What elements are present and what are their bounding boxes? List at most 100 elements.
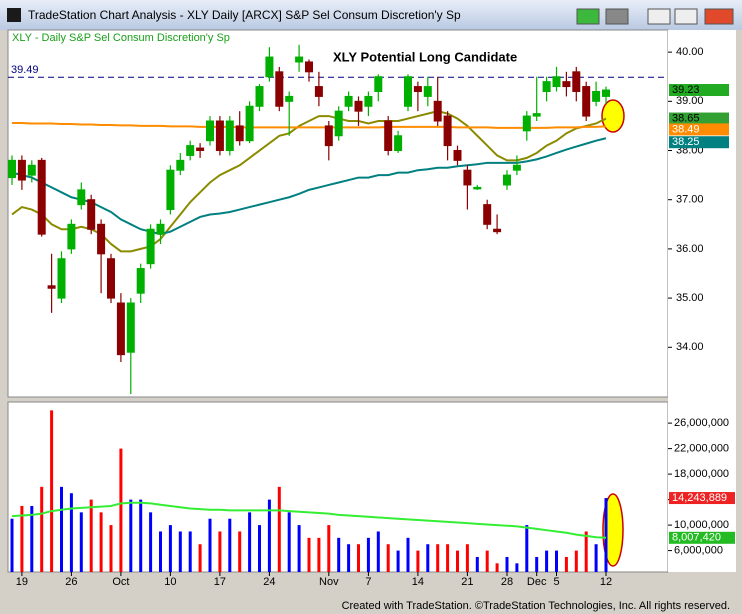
volume-bar bbox=[347, 544, 351, 572]
candle-body bbox=[107, 258, 115, 299]
candle-body bbox=[305, 61, 313, 73]
x-tick-label: 21 bbox=[461, 576, 473, 588]
x-tick-label: 5 bbox=[553, 576, 559, 588]
candle-body bbox=[37, 159, 46, 235]
volume-bar bbox=[574, 550, 578, 572]
candle-body bbox=[552, 76, 561, 88]
volume-bar bbox=[248, 512, 252, 572]
volume-bar bbox=[30, 505, 34, 572]
moving-average-line bbox=[11, 137, 607, 236]
volume-bar bbox=[525, 525, 529, 572]
volume-bar bbox=[446, 544, 450, 572]
button-maximize[interactable] bbox=[674, 8, 698, 25]
volume-bar bbox=[376, 531, 380, 572]
candle-body bbox=[97, 223, 106, 255]
volume-bar bbox=[505, 556, 509, 572]
x-tick-label: 14 bbox=[412, 576, 424, 588]
candle-body bbox=[8, 159, 16, 179]
footer: Created with TradeStation. ©TradeStation… bbox=[342, 600, 730, 612]
value-label-box bbox=[669, 112, 729, 125]
x-tick-label: 24 bbox=[263, 576, 275, 588]
button-close[interactable] bbox=[704, 8, 734, 25]
candle-body bbox=[433, 100, 442, 122]
candle-body bbox=[265, 56, 274, 78]
candle-body bbox=[255, 86, 264, 107]
volume-bar bbox=[594, 544, 598, 572]
volume-bar bbox=[60, 486, 63, 572]
moving-average-line bbox=[11, 110, 607, 253]
volume-bar bbox=[564, 556, 568, 572]
candle-body bbox=[344, 95, 353, 107]
x-tick-label: 7 bbox=[365, 576, 371, 588]
candle-body bbox=[295, 56, 304, 63]
volume-bar bbox=[89, 499, 93, 572]
volume-bar bbox=[584, 531, 588, 572]
button-minimize[interactable] bbox=[647, 8, 671, 25]
candle-body bbox=[275, 71, 284, 107]
candle-body bbox=[17, 159, 26, 181]
candle-body bbox=[404, 76, 412, 107]
moving-average-line bbox=[12, 121, 607, 129]
value-label: 38.65 bbox=[672, 112, 700, 124]
candle-body bbox=[582, 86, 591, 117]
highlight-ellipse bbox=[602, 493, 624, 567]
volume-bar bbox=[366, 537, 370, 572]
volume-bar bbox=[485, 550, 489, 572]
volume-bar bbox=[149, 512, 153, 572]
volume-bar bbox=[535, 556, 539, 572]
y-tick-label: 37.00 bbox=[676, 194, 704, 206]
volume-bar bbox=[238, 531, 242, 572]
volume-bar bbox=[188, 531, 192, 572]
volume-bar bbox=[10, 518, 14, 572]
candle-body bbox=[522, 115, 531, 132]
candle-body bbox=[245, 105, 254, 142]
volume-bar bbox=[119, 448, 123, 572]
app-icon bbox=[7, 8, 21, 22]
volume-bar bbox=[337, 537, 341, 572]
volume-bar bbox=[456, 550, 459, 572]
candle-body bbox=[394, 135, 403, 152]
y-tick-label: 22,000,000 bbox=[674, 443, 729, 455]
x-tick-label: 26 bbox=[65, 576, 77, 588]
volume-bar bbox=[178, 531, 182, 572]
x-tick-label: 17 bbox=[214, 576, 226, 588]
candle-body bbox=[57, 258, 66, 299]
button-s[interactable] bbox=[576, 8, 600, 25]
volume-bar bbox=[99, 512, 103, 572]
volume-bar bbox=[208, 518, 212, 572]
value-label: 38.25 bbox=[672, 136, 700, 148]
button-i[interactable] bbox=[605, 8, 629, 25]
candle-body bbox=[542, 81, 551, 92]
value-label: 39.23 bbox=[672, 84, 700, 96]
volume-bar bbox=[129, 499, 133, 572]
candle-body bbox=[146, 228, 155, 265]
annotation: XLY Potential Long Candidate bbox=[333, 49, 517, 64]
chart-subtitle: XLY - Daily S&P Sel Consum Discretion'y … bbox=[12, 32, 230, 44]
candle-body bbox=[463, 169, 472, 186]
candle-body bbox=[235, 125, 244, 142]
volume-bar bbox=[168, 525, 172, 572]
volume-bar bbox=[109, 525, 113, 572]
x-tick-label: 28 bbox=[501, 576, 513, 588]
volume-bar bbox=[258, 525, 261, 572]
candle-body bbox=[77, 189, 86, 206]
y-tick-label: 18,000,000 bbox=[674, 468, 729, 480]
value-label-box bbox=[669, 84, 729, 97]
volume-bar bbox=[475, 556, 479, 572]
candle-body bbox=[87, 199, 96, 230]
volume-bar bbox=[79, 512, 83, 572]
y-tick-label: 39.00 bbox=[676, 95, 704, 107]
candle-body bbox=[116, 302, 125, 356]
x-tick-label: Dec bbox=[527, 576, 547, 588]
volume-bar bbox=[20, 505, 24, 572]
candle-body bbox=[473, 186, 482, 190]
candle-body bbox=[156, 223, 165, 235]
candle-body bbox=[334, 110, 343, 137]
value-label-box bbox=[669, 136, 729, 149]
candle-body bbox=[413, 86, 422, 92]
volume-bar bbox=[287, 512, 291, 572]
candle-body bbox=[47, 285, 56, 289]
volume-bar bbox=[327, 525, 331, 572]
candle-body bbox=[176, 159, 185, 171]
